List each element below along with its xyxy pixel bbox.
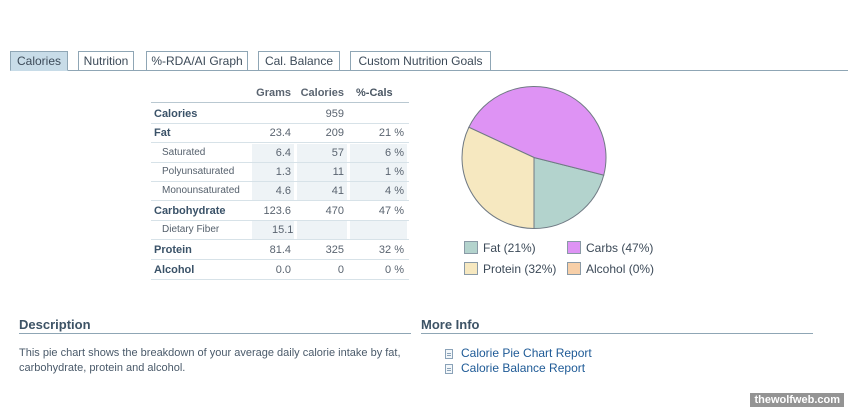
row-label: Monounsaturated: [162, 185, 240, 196]
tab-rda-ai-graph[interactable]: %-RDA/AI Graph: [146, 51, 248, 71]
table-row-alcohol: Alcohol 0.0 0 0 %: [151, 261, 409, 280]
table-row-polyunsaturated: Polyunsaturated 1.3 11 1 %: [151, 163, 409, 182]
watermark: thewolfweb.com: [750, 393, 844, 407]
pct-cals-value: 0 %: [385, 264, 404, 276]
legend-swatch: [567, 262, 581, 275]
calories-value: 57: [297, 144, 347, 162]
pie-slice-carbs: [468, 86, 607, 176]
tab-nutrition[interactable]: Nutrition: [78, 51, 134, 71]
legend-label: Protein (32%): [483, 262, 557, 276]
description-text: This pie chart shows the breakdown of yo…: [19, 347, 401, 374]
description-heading: Description: [19, 317, 91, 332]
legend-swatch: [464, 262, 478, 275]
calorie-pie-chart: [461, 86, 607, 230]
column-header-grams: Grams: [256, 87, 291, 99]
tab-custom-nutrition-goals[interactable]: Custom Nutrition Goals: [350, 51, 491, 71]
row-label: Dietary Fiber: [162, 224, 220, 235]
pct-cals-value: [350, 221, 407, 239]
pct-cals-value: 47 %: [378, 205, 404, 217]
more-info-heading: More Info: [421, 317, 480, 332]
legend-swatch: [464, 241, 478, 254]
grams-value: 4.6: [252, 182, 294, 200]
link-calorie-balance-report[interactable]: Calorie Balance Report: [461, 361, 586, 375]
column-header-pct-cals: %-Cals: [356, 87, 393, 99]
pct-cals-value: 32 %: [378, 244, 404, 256]
table-header-row: Grams Calories %-Cals: [151, 84, 409, 103]
calories-value: 11: [297, 163, 347, 181]
pct-cals-value: 4 %: [350, 182, 407, 200]
calories-value: [297, 221, 347, 239]
link-calorie-pie-chart-report[interactable]: Calorie Pie Chart Report: [461, 346, 592, 360]
pie-slice-protein: [461, 126, 535, 230]
grams-value: 23.4: [269, 127, 291, 139]
row-label: Alcohol: [154, 264, 195, 276]
row-label: Saturated: [162, 147, 206, 158]
grams-value: 6.4: [252, 144, 294, 162]
grams-value: 15.1: [252, 221, 294, 239]
table-row-dietary-fiber: Dietary Fiber 15.1: [151, 221, 409, 240]
document-icon: [445, 349, 453, 359]
legend-label: Fat (21%): [483, 241, 536, 255]
row-label: Polyunsaturated: [162, 166, 235, 177]
grams-value: 1.3: [252, 163, 294, 181]
grams-value: 81.4: [269, 244, 291, 256]
row-label: Calories: [154, 108, 198, 120]
pct-cals-value: [350, 105, 407, 123]
more-info-divider: [421, 333, 813, 334]
table-row-calories: Calories 959: [151, 105, 409, 124]
grams-value: 123.6: [263, 205, 291, 217]
row-label: Fat: [154, 127, 171, 139]
pct-cals-value: 1 %: [350, 163, 407, 181]
pie-slice-fat: [533, 156, 605, 230]
table-row-saturated: Saturated 6.4 57 6 %: [151, 144, 409, 163]
row-label: Carbohydrate: [154, 205, 226, 217]
row-label: Protein: [154, 244, 192, 256]
calories-value: 325: [325, 244, 344, 256]
grams-value: 0.0: [275, 264, 291, 276]
calories-value: 959: [325, 108, 344, 120]
calories-value: 41: [297, 182, 347, 200]
legend-label: Carbs (47%): [586, 241, 654, 255]
tab-cal-balance[interactable]: Cal. Balance: [258, 51, 340, 71]
table-row-carbohydrate: Carbohydrate 123.6 470 47 %: [151, 202, 409, 221]
calories-value: 0: [337, 264, 344, 276]
legend-swatch: [567, 241, 581, 254]
table-row-protein: Protein 81.4 325 32 %: [151, 241, 409, 260]
table-row-fat: Fat 23.4 209 21 %: [151, 124, 409, 143]
tab-bar: Calories Nutrition %-RDA/AI Graph Cal. B…: [10, 51, 848, 71]
calories-value: 209: [325, 127, 344, 139]
table-row-monounsaturated: Monounsaturated 4.6 41 4 %: [151, 182, 409, 201]
grams-value: [252, 105, 294, 123]
tab-calories[interactable]: Calories: [10, 51, 68, 71]
pct-cals-value: 21 %: [378, 127, 404, 139]
pct-cals-value: 6 %: [350, 144, 407, 162]
document-icon: [445, 364, 453, 374]
legend-label: Alcohol (0%): [586, 262, 655, 276]
calories-value: 470: [325, 205, 344, 217]
description-divider: [19, 333, 411, 334]
column-header-calories: Calories: [300, 87, 344, 99]
